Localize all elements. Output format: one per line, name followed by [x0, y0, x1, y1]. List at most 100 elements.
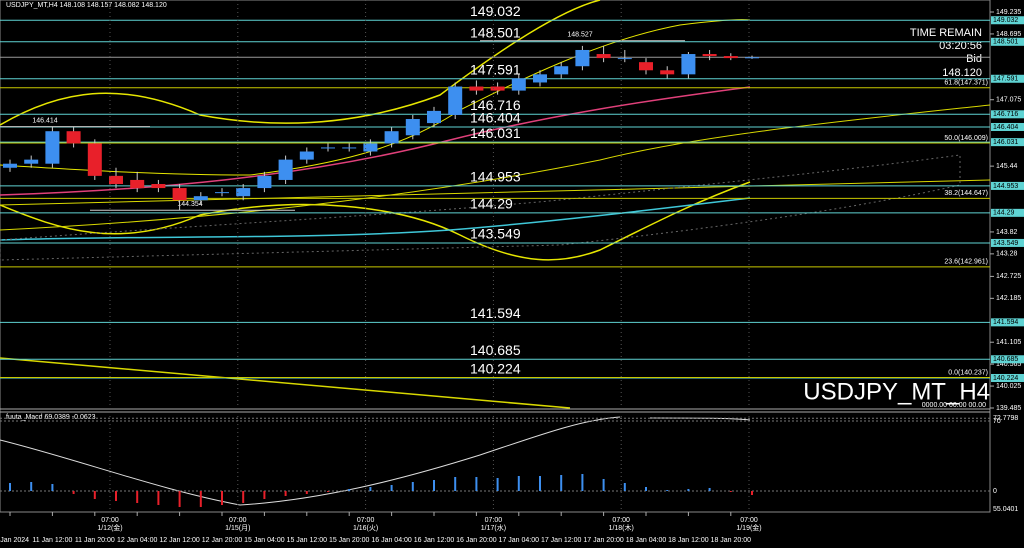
- bollinger-upper: [0, 0, 601, 126]
- macd-bar: [517, 476, 520, 491]
- candle-body: [193, 196, 208, 201]
- macd-bar: [411, 482, 414, 491]
- macd-bar: [72, 491, 75, 494]
- level-label: 149.032: [470, 3, 521, 19]
- x-tick-label: 15 Jan 20:00: [329, 537, 370, 544]
- x-tick-label: 17 Jan 04:00: [499, 537, 540, 544]
- y-tick-label: 149.235: [996, 9, 1021, 16]
- ma-line: [0, 86, 751, 196]
- trend-line: [0, 357, 571, 409]
- candle-body: [130, 179, 145, 189]
- candle-body: [427, 110, 441, 124]
- macd-bar: [666, 490, 669, 491]
- y-tick-label: 140.025: [996, 383, 1021, 390]
- level-label: 148.501: [470, 25, 521, 41]
- watermark: USDJPY_MT_H4: [803, 378, 990, 405]
- y-tick-label: 139.485: [996, 405, 1021, 412]
- macd-bar: [30, 482, 33, 491]
- macd-bar: [475, 477, 478, 491]
- macd-bar: [729, 491, 732, 492]
- level-label: 141.594: [470, 305, 521, 321]
- macd-tick-label: 72.7798: [993, 415, 1018, 422]
- candle-body: [490, 86, 505, 91]
- macd-bar: [327, 491, 329, 492]
- macd-bar: [602, 479, 605, 491]
- x-tick-label: 18 Jan 20:00: [711, 537, 752, 544]
- level-tag-label: 146.031: [993, 139, 1018, 146]
- level-tag: [991, 74, 1024, 83]
- candle-body: [342, 147, 357, 149]
- macd-bottom-label: 55.0401: [993, 506, 1018, 513]
- macd-bar: [157, 491, 160, 505]
- macd-bar: [454, 477, 457, 491]
- macd-bar: [263, 491, 266, 499]
- candle-body: [109, 175, 123, 185]
- level-tag: [991, 373, 1024, 382]
- level-tag-label: 146.716: [993, 111, 1018, 118]
- candle-body: [151, 184, 166, 189]
- x-tick-label: 15 Jan 12:00: [287, 537, 328, 544]
- y-tick-label: 148.695: [996, 31, 1021, 38]
- macd-bar: [199, 491, 202, 507]
- candle-body: [533, 74, 547, 83]
- annotation: 146.414: [32, 117, 57, 124]
- candle-body: [745, 57, 759, 59]
- level-tag: [991, 37, 1024, 46]
- level-tag: [991, 318, 1024, 327]
- plot-frame: [0, 0, 991, 513]
- x-tick-label: 11 Jan 20:00: [75, 537, 115, 544]
- level-tag-label: 146.404: [993, 124, 1018, 131]
- level-label: 146.031: [470, 125, 521, 141]
- x-tick-label: 12 Jan 20:00: [202, 537, 243, 544]
- level-label: 144.953: [470, 169, 521, 185]
- candle-body: [723, 56, 738, 59]
- level-label: 144.29: [470, 196, 513, 212]
- y-tick-label: 141.105: [996, 339, 1021, 346]
- candle-body: [278, 159, 293, 180]
- fibo-label: 38.2(144.647): [944, 190, 988, 197]
- candle-body: [575, 49, 590, 67]
- chart-title: USDJPY_MT,H4 148.108 148.157 148.082 148…: [6, 2, 167, 9]
- candle-body: [66, 131, 81, 144]
- y-tick-label: 142.725: [996, 273, 1021, 280]
- day-time: 07:00: [357, 517, 375, 524]
- y-tick-label: 142.185: [996, 295, 1021, 302]
- macd-bar: [136, 491, 139, 503]
- x-tick-label: 18 Jan 04:00: [626, 537, 667, 544]
- x-tick-label: 11 Jan 12:00: [32, 537, 72, 544]
- macd-bar: [9, 483, 11, 491]
- day-label: 1/18(木): [609, 523, 634, 532]
- y-tick-label: 147.075: [996, 97, 1021, 104]
- x-tick-label: 11 Jan 2024: [0, 537, 29, 544]
- candle-body: [596, 54, 611, 59]
- day-time: 07:00: [612, 517, 630, 524]
- x-tick-label: 17 Jan 20:00: [583, 537, 624, 544]
- candle-body: [45, 131, 60, 164]
- candle-body: [3, 163, 17, 168]
- candle-body: [554, 66, 569, 75]
- level-label: 140.685: [470, 342, 521, 358]
- fibo-label: 61.8(147.371): [944, 80, 988, 87]
- macd-bar: [687, 489, 690, 491]
- fibo-label: 23.6(142.961): [944, 259, 988, 266]
- candle-body: [448, 86, 463, 115]
- candle-body: [384, 131, 399, 144]
- day-time: 07:00: [101, 517, 119, 524]
- x-tick-label: 16 Jan 12:00: [414, 537, 455, 544]
- level-tag: [991, 208, 1024, 217]
- day-time: 07:00: [485, 517, 503, 524]
- macd-bar: [115, 491, 117, 501]
- day-label: 1/15(月): [225, 524, 250, 532]
- y-tick-label: 143.28: [996, 251, 1018, 258]
- level-tag: [991, 122, 1024, 131]
- day-time: 07:00: [740, 517, 758, 524]
- candle-body: [702, 54, 717, 57]
- level-tag-label: 144.29: [993, 210, 1015, 217]
- macd-bar: [496, 478, 499, 491]
- level-tag-label: 147.591: [993, 76, 1018, 83]
- x-tick-label: 17 Jan 12:00: [541, 537, 582, 544]
- x-tick-label: 16 Jan 20:00: [456, 537, 497, 544]
- candle-body: [24, 159, 39, 164]
- y-tick-label: 145.44: [996, 163, 1018, 170]
- macd-bar: [242, 491, 245, 503]
